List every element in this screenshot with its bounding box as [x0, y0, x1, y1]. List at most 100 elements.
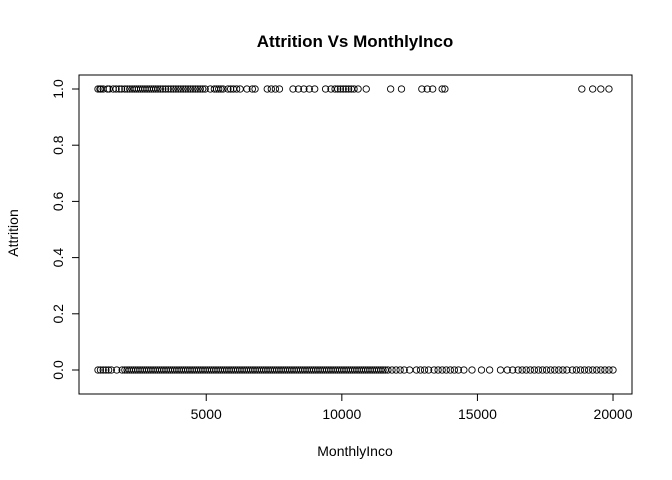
y-tick-label: 1.0: [50, 79, 66, 99]
data-point: [104, 366, 113, 374]
data-point: [485, 366, 494, 374]
data-point: [248, 85, 256, 93]
data-point: [159, 85, 167, 93]
data-point: [526, 366, 534, 374]
data-point: [189, 85, 197, 93]
data-point: [117, 85, 126, 93]
x-axis-label: MonthlyInco: [317, 443, 393, 459]
data-point: [547, 366, 555, 374]
data-point: [418, 85, 426, 93]
data-point: [251, 85, 259, 93]
data-point: [105, 85, 113, 93]
data-point: [224, 85, 232, 93]
data-point: [263, 85, 271, 93]
data-point: [542, 366, 551, 374]
data-point: [386, 85, 395, 93]
data-point: [551, 366, 559, 374]
data-point: [605, 366, 613, 374]
data-point: [199, 85, 207, 93]
data-point: [605, 85, 613, 93]
data-point: [289, 85, 297, 93]
data-point: [416, 366, 425, 374]
data-point: [423, 85, 431, 93]
data-point: [518, 366, 526, 374]
data-point: [271, 85, 280, 93]
data-point: [538, 366, 547, 374]
y-tick-label: 0.2: [50, 304, 66, 324]
data-point: [400, 366, 408, 374]
data-point: [522, 366, 530, 374]
data-point: [336, 85, 345, 93]
data-point: [300, 85, 308, 93]
data-point: [460, 366, 468, 374]
data-point: [215, 85, 223, 93]
data-point: [334, 85, 342, 93]
data-point: [438, 366, 446, 374]
data-point: [177, 85, 185, 93]
data-point: [156, 85, 165, 93]
data-point: [172, 85, 180, 93]
data-point: [321, 85, 330, 93]
data-point: [496, 366, 505, 374]
data-point: [294, 85, 303, 93]
data-point: [186, 85, 195, 93]
data-point: [311, 85, 319, 93]
data-point: [397, 85, 406, 93]
data-point: [559, 366, 567, 374]
x-tick-label: 15000: [458, 406, 497, 422]
data-point: [563, 366, 571, 374]
data-point: [514, 366, 522, 374]
x-axis: 5000 10000 15000 20000: [191, 393, 633, 422]
data-point: [201, 85, 209, 93]
data-point: [99, 366, 107, 374]
data-point: [123, 85, 131, 93]
data-point: [578, 85, 586, 93]
data-point: [331, 85, 339, 93]
data-point: [350, 85, 358, 93]
data-point: [468, 366, 476, 374]
data-point: [530, 366, 539, 374]
data-point: [430, 366, 438, 374]
data-point: [115, 85, 123, 93]
x-tick-label: 20000: [594, 406, 633, 422]
data-point: [107, 366, 115, 374]
data-point: [232, 85, 241, 93]
data-point: [396, 366, 404, 374]
data-point: [305, 85, 313, 93]
data-point: [167, 85, 175, 93]
data-point: [169, 85, 178, 93]
data-point: [593, 366, 601, 374]
y-axis: 0.0 0.2 0.4 0.6 0.8 1.0: [50, 79, 80, 380]
data-point: [509, 366, 517, 374]
data-point: [446, 366, 454, 374]
data-point: [179, 85, 187, 93]
data-point: [609, 366, 617, 374]
data-point: [434, 366, 442, 374]
y-axis-label: Attrition: [5, 209, 21, 256]
data-point: [477, 366, 486, 374]
data-points: [94, 85, 617, 374]
data-point: [429, 85, 437, 93]
data-point: [217, 85, 225, 93]
data-point: [377, 366, 385, 374]
data-point: [243, 85, 251, 93]
data-point: [219, 85, 227, 93]
data-point: [102, 366, 110, 374]
data-point: [113, 366, 121, 374]
data-point: [572, 366, 581, 374]
data-point: [384, 366, 392, 374]
data-point: [339, 85, 347, 93]
data-point: [184, 85, 192, 93]
data-point: [580, 366, 589, 374]
plot-frame: [78, 74, 633, 395]
data-point: [392, 366, 400, 374]
data-point: [174, 85, 182, 93]
data-point: [412, 366, 421, 374]
data-point: [181, 85, 190, 93]
data-point: [94, 366, 102, 374]
chart-title: Attrition Vs MonthlyInco: [257, 32, 453, 51]
data-point: [454, 366, 463, 374]
data-point: [442, 366, 450, 374]
data-point: [154, 85, 162, 93]
